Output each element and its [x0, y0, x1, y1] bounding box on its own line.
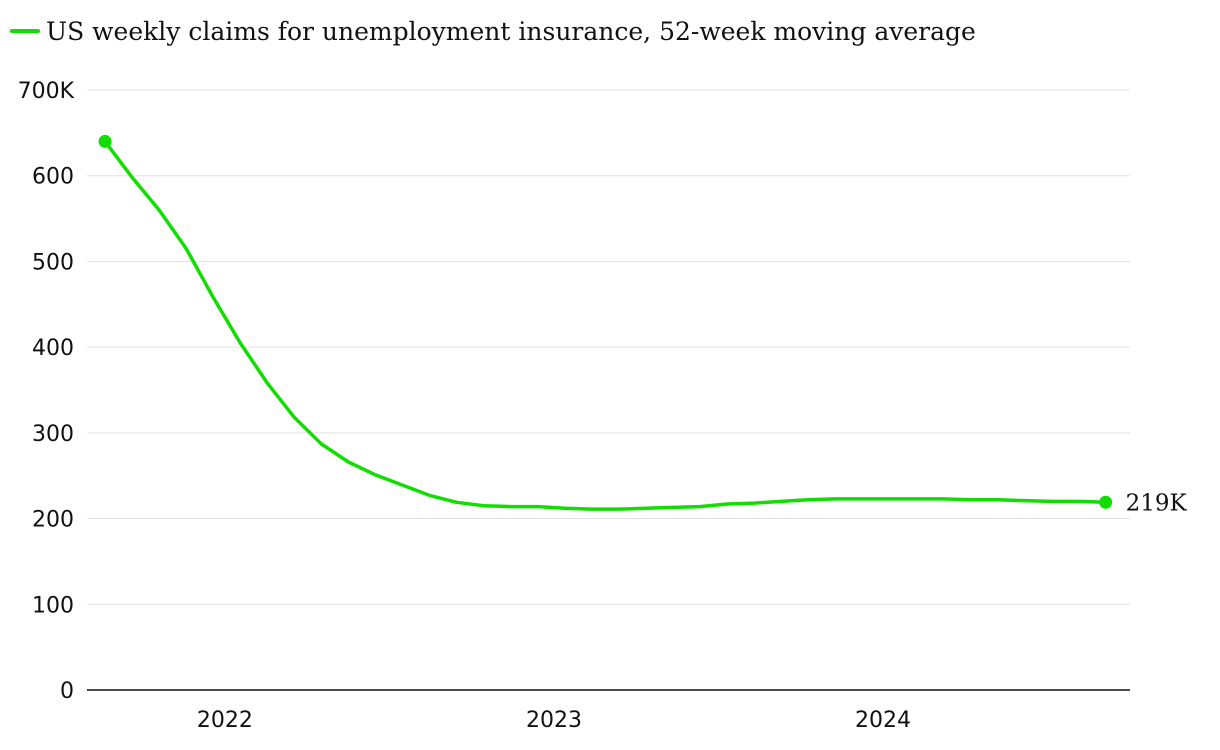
- y-tick-label: 500: [32, 250, 74, 275]
- y-axis-ticks: 0 100 200 300 400 500 600 700K: [18, 79, 75, 704]
- y-tick-label: 200: [32, 508, 74, 533]
- y-tick-label: 600: [32, 165, 74, 190]
- x-tick-label: 2023: [526, 708, 582, 733]
- gridlines: [87, 89, 1130, 605]
- y-tick-label: 0: [60, 679, 74, 704]
- y-tick-label: 400: [32, 336, 74, 361]
- series-end-label: 219K: [1126, 490, 1188, 516]
- series-end-point: [1099, 495, 1113, 509]
- y-tick-label: 700K: [18, 79, 75, 104]
- x-tick-label: 2024: [855, 708, 911, 733]
- legend-label: US weekly claims for unemployment insura…: [46, 16, 976, 46]
- chart-legend: US weekly claims for unemployment insura…: [10, 14, 976, 48]
- y-tick-label: 300: [32, 422, 74, 447]
- series-start-point: [98, 134, 112, 148]
- series-line: [103, 139, 1108, 511]
- x-tick-label: 2022: [197, 708, 253, 733]
- legend-swatch: [10, 29, 40, 33]
- x-axis-ticks: 2022 2023 2024: [197, 708, 911, 733]
- y-tick-label: 100: [32, 593, 74, 618]
